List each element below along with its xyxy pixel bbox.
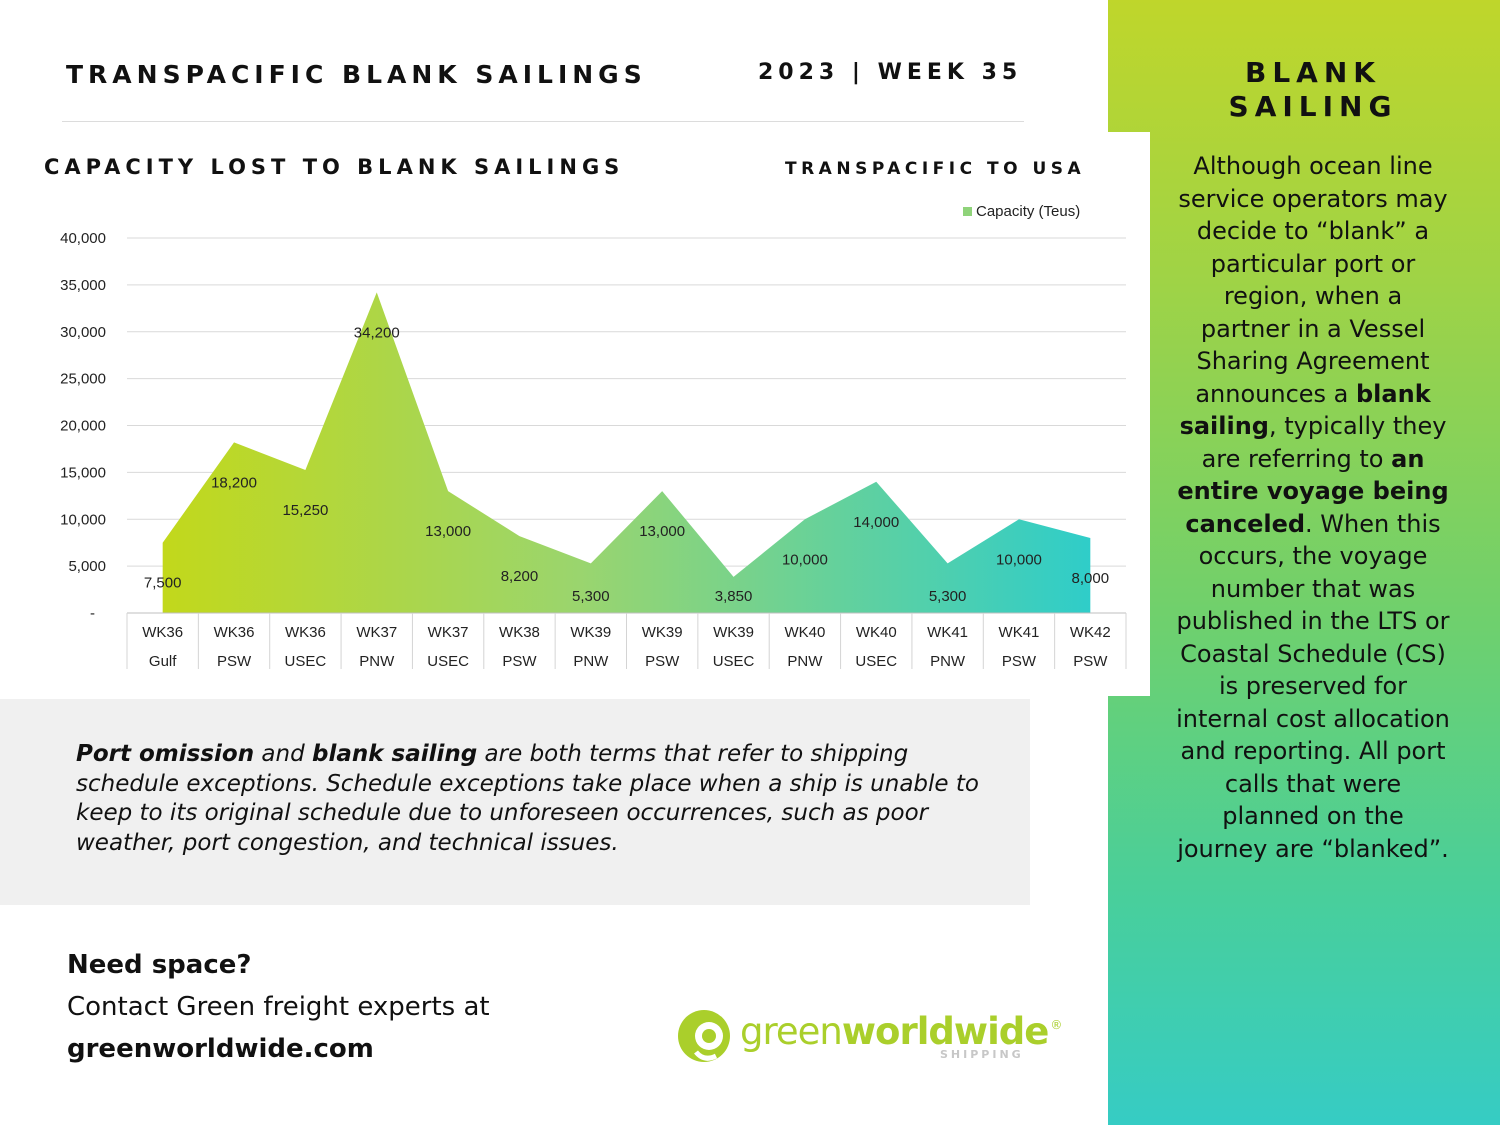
data-label: 5,300 xyxy=(929,588,967,605)
data-label: 8,000 xyxy=(1072,570,1110,587)
x-tick-label-region: PSW xyxy=(1073,653,1108,670)
data-label: 7,500 xyxy=(144,575,182,592)
info-text-segment: Port omission xyxy=(76,741,255,767)
cta-text: Contact Green freight experts at xyxy=(67,992,490,1022)
logo-wordmark: greenworldwide ® xyxy=(740,1010,1062,1053)
y-tick-label: 5,000 xyxy=(68,558,106,575)
legend-label: Capacity (Teus) xyxy=(976,203,1080,220)
header-divider xyxy=(62,121,1024,122)
x-tick-label-region: PSW xyxy=(502,653,537,670)
x-tick-label-region: USEC xyxy=(713,653,755,670)
y-tick-label: 30,000 xyxy=(60,324,106,341)
report-date: 2023 | WEEK 35 xyxy=(758,60,1023,85)
data-label: 10,000 xyxy=(782,551,828,568)
x-tick-label-region: PNW xyxy=(787,653,823,670)
sidebar-panel xyxy=(1108,0,1500,1125)
logo-tagline: SHIPPING xyxy=(940,1048,1024,1061)
x-tick-label-week: WK40 xyxy=(784,624,825,641)
data-label: 3,850 xyxy=(715,588,753,605)
x-tick-label-week: WK42 xyxy=(1070,624,1111,641)
x-tick-label-region: PSW xyxy=(217,653,252,670)
x-tick-label-region: PNW xyxy=(359,653,395,670)
data-label: 15,250 xyxy=(282,502,328,519)
x-tick-label-region: USEC xyxy=(285,653,327,670)
x-tick-label-week: WK41 xyxy=(999,624,1040,641)
data-label: 13,000 xyxy=(425,523,471,540)
x-tick-label-week: WK36 xyxy=(285,624,326,641)
info-text-segment: and xyxy=(254,741,312,767)
website-link[interactable]: greenworldwide.com xyxy=(67,1034,374,1064)
x-tick-label-week: WK39 xyxy=(642,624,683,641)
x-tick-label-region: Gulf xyxy=(149,653,177,670)
sidebar-title-line1: BLANK xyxy=(1245,56,1381,89)
data-label: 34,200 xyxy=(354,324,400,341)
data-label: 13,000 xyxy=(639,523,685,540)
info-text-segment: blank sailing xyxy=(312,741,478,767)
logo-mark-icon xyxy=(678,1010,730,1062)
data-label: 18,200 xyxy=(211,474,257,491)
y-tick-label: 25,000 xyxy=(60,371,106,388)
x-tick-label-week: WK37 xyxy=(428,624,469,641)
x-tick-label-region: USEC xyxy=(427,653,469,670)
x-tick-label-region: USEC xyxy=(855,653,897,670)
sidebar-title-line2: SAILING xyxy=(1228,90,1398,123)
y-tick-label: 15,000 xyxy=(60,464,106,481)
y-tick-label: - xyxy=(90,605,95,622)
x-tick-label-week: WK39 xyxy=(713,624,754,641)
page-title: TRANSPACIFIC BLANK SAILINGS xyxy=(66,60,647,89)
x-tick-label-region: PNW xyxy=(930,653,966,670)
data-label: 8,200 xyxy=(501,568,539,585)
series-area xyxy=(162,292,1091,613)
y-tick-label: 40,000 xyxy=(60,230,106,247)
x-tick-label-week: WK41 xyxy=(927,624,968,641)
chart-subtitle: TRANSPACIFIC TO USA xyxy=(785,159,1086,179)
sidebar-title: BLANK SAILING xyxy=(1108,56,1500,124)
cta-heading: Need space? xyxy=(67,950,252,980)
x-tick-label-region: PSW xyxy=(1002,653,1037,670)
data-label: 14,000 xyxy=(853,514,899,531)
data-label: 5,300 xyxy=(572,588,610,605)
legend-swatch xyxy=(963,207,972,216)
sidebar-description: Although ocean line service operators ma… xyxy=(1176,150,1450,865)
y-tick-label: 35,000 xyxy=(60,277,106,294)
sidebar-text-segment: . When this occurs, the voyage number th… xyxy=(1176,509,1450,863)
x-tick-label-week: WK37 xyxy=(356,624,397,641)
y-tick-label: 10,000 xyxy=(60,511,106,528)
info-text: Port omission and blank sailing are both… xyxy=(76,740,996,858)
company-logo: greenworldwide ® SHIPPING xyxy=(676,1004,1062,1066)
x-tick-label-week: WK38 xyxy=(499,624,540,641)
info-text-segment: are both terms that refer to shipping sc… xyxy=(76,741,979,856)
x-tick-label-week: WK36 xyxy=(214,624,255,641)
sidebar-text-segment: Although ocean line service operators ma… xyxy=(1178,152,1448,408)
info-box xyxy=(0,699,1030,905)
x-tick-label-region: PSW xyxy=(645,653,680,670)
x-tick-label-week: WK36 xyxy=(142,624,183,641)
x-tick-label-week: WK39 xyxy=(570,624,611,641)
data-label: 10,000 xyxy=(996,551,1042,568)
x-tick-label-week: WK40 xyxy=(856,624,897,641)
sidebar-text-segment: , typically they are referring to xyxy=(1201,412,1447,473)
x-tick-label-region: PNW xyxy=(573,653,609,670)
chart-title: CAPACITY LOST TO BLANK SAILINGS xyxy=(44,155,625,179)
y-tick-label: 20,000 xyxy=(60,418,106,435)
sidebar-text-segment: blank sailing xyxy=(1179,379,1431,441)
sidebar-text-segment: an entire voyage being canceled xyxy=(1177,444,1449,538)
